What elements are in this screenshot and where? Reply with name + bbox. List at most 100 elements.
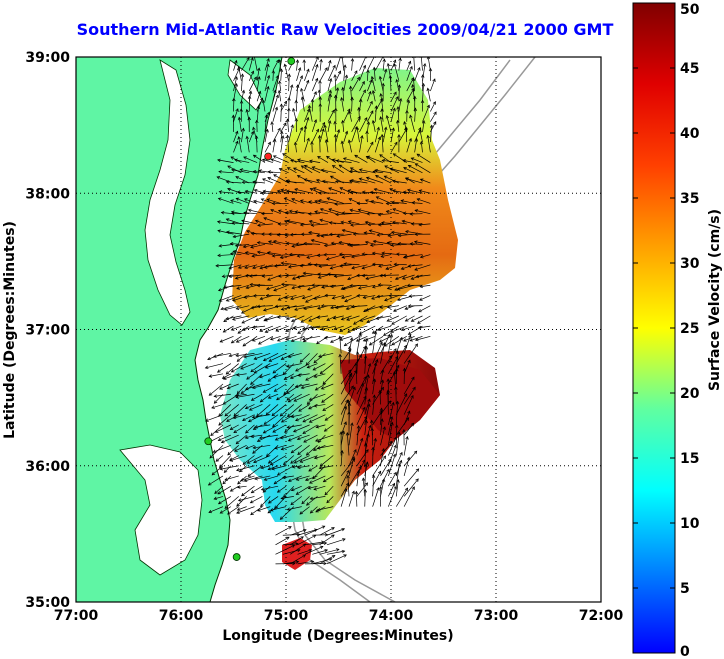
velocity-arrow-head <box>306 68 310 73</box>
velocity-arrow <box>349 180 360 184</box>
velocity-arrow-head <box>235 339 240 343</box>
velocity-arrow <box>316 424 326 428</box>
velocity-arrow-head <box>313 263 318 267</box>
velocity-arrow <box>407 189 423 194</box>
velocity-arrow <box>326 538 346 546</box>
velocity-arrow-head <box>343 421 347 426</box>
velocity-arrow-head <box>321 128 325 132</box>
velocity-arrow <box>283 485 295 498</box>
velocity-arrow-head <box>318 466 323 470</box>
velocity-arrow-head <box>285 316 290 320</box>
velocity-arrow <box>349 284 368 287</box>
velocity-arrow-head <box>355 351 360 355</box>
velocity-arrow-head <box>236 485 241 489</box>
velocity-arrow <box>272 75 279 92</box>
velocity-arrow-head <box>241 492 245 497</box>
velocity-arrow-head <box>419 254 424 259</box>
velocity-arrow-head <box>415 478 419 482</box>
velocity-arrow-head <box>230 251 234 256</box>
velocity-arrow <box>348 422 353 446</box>
velocity-arrow-head <box>317 156 321 160</box>
velocity-arrow-head <box>259 328 263 332</box>
velocity-arrow <box>319 122 325 133</box>
velocity-arrow <box>319 534 335 546</box>
velocity-arrow <box>290 295 305 300</box>
velocity-arrow-head <box>236 358 241 362</box>
velocity-arrow <box>234 444 247 452</box>
velocity-arrow <box>392 221 407 225</box>
velocity-arrow-head <box>321 179 326 184</box>
velocity-arrow <box>335 70 341 81</box>
velocity-arrow <box>260 393 271 403</box>
velocity-arrow <box>409 335 423 342</box>
velocity-arrow <box>243 353 263 358</box>
velocity-arrow-head <box>344 74 349 79</box>
velocity-arrow-head <box>259 399 264 403</box>
velocity-arrow-head <box>331 534 335 538</box>
velocity-arrow <box>339 187 352 194</box>
velocity-arrow-head <box>250 70 255 75</box>
velocity-arrow <box>351 97 353 112</box>
velocity-arrow-head <box>333 274 338 278</box>
velocity-arrow-head <box>264 318 268 322</box>
velocity-arrow-head <box>394 424 399 428</box>
velocity-arrow-head <box>308 231 312 235</box>
velocity-arrow <box>254 424 271 428</box>
velocity-arrow-head <box>285 134 290 139</box>
velocity-arrow-head <box>367 403 371 408</box>
velocity-arrow <box>340 482 349 497</box>
velocity-arrow-head <box>370 419 374 424</box>
velocity-arrow <box>307 284 321 291</box>
velocity-arrow <box>321 393 334 403</box>
velocity-arrow <box>391 201 407 204</box>
velocity-arrow-head <box>347 276 351 281</box>
velocity-arrow <box>384 165 400 174</box>
velocity-arrow <box>281 496 294 499</box>
velocity-arrow <box>235 393 255 398</box>
velocity-arrow <box>415 163 431 174</box>
velocity-arrow-head <box>349 167 354 171</box>
velocity-arrow <box>252 127 258 143</box>
velocity-arrow <box>230 243 242 245</box>
velocity-arrow-head <box>241 320 246 324</box>
velocity-arrow <box>294 142 297 153</box>
velocity-arrow-head <box>291 544 296 548</box>
velocity-arrow <box>283 455 295 465</box>
velocity-arrow <box>311 129 319 143</box>
velocity-arrow <box>209 445 224 459</box>
velocity-arrow-head <box>276 489 281 493</box>
y-tick-label: 39:00 <box>25 50 70 66</box>
velocity-arrow <box>338 164 352 174</box>
velocity-arrow-head <box>383 126 388 131</box>
velocity-arrow-head <box>373 187 378 192</box>
velocity-arrow-head <box>359 318 364 322</box>
velocity-arrow-head <box>252 294 257 298</box>
velocity-arrow-head <box>255 317 259 321</box>
velocity-arrow-head <box>381 82 385 87</box>
velocity-arrow <box>232 315 250 320</box>
velocity-arrow-head <box>263 265 268 269</box>
velocity-arrow <box>300 315 313 323</box>
velocity-arrow <box>390 91 397 102</box>
velocity-arrow <box>395 487 408 507</box>
velocity-arrow-head <box>283 100 287 105</box>
velocity-arrow-head <box>222 376 227 380</box>
velocity-arrow <box>390 142 398 153</box>
velocity-arrow-head <box>328 78 333 82</box>
velocity-arrow <box>413 78 415 92</box>
velocity-arrow-head <box>279 68 284 72</box>
velocity-arrow-head <box>417 325 422 330</box>
velocity-arrow <box>296 67 301 81</box>
velocity-arrow <box>245 444 255 449</box>
velocity-arrow <box>243 243 258 248</box>
velocity-arrow-head <box>296 465 301 470</box>
velocity-arrow <box>280 101 287 112</box>
velocity-arrow <box>359 81 365 92</box>
velocity-arrow-head <box>214 429 219 433</box>
velocity-arrow <box>280 135 284 153</box>
velocity-arrow-head <box>212 354 217 358</box>
velocity-arrow <box>380 334 391 354</box>
velocity-arrow-head <box>234 76 238 80</box>
velocity-arrow-head <box>277 127 281 132</box>
velocity-arrow-head <box>261 274 266 278</box>
